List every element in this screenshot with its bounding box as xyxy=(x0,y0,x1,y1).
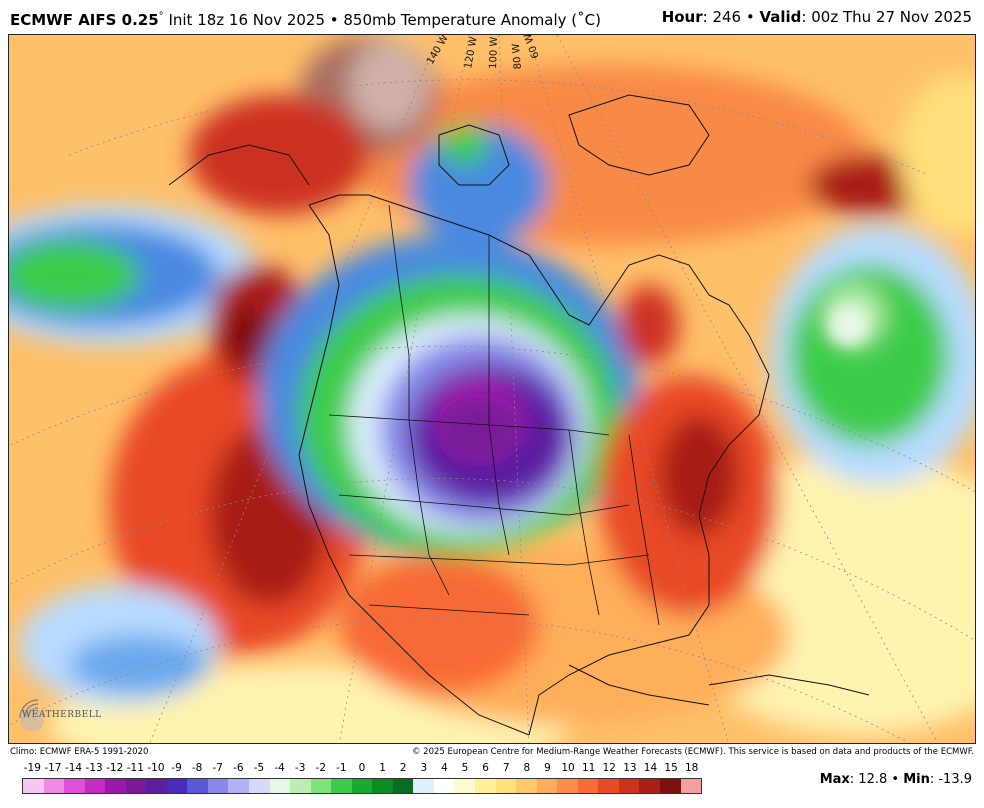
scale-swatch xyxy=(618,779,640,793)
scale-swatch xyxy=(433,779,455,793)
scale-labels: -19 -17 -14 -13 -12 -11 -10 -9 -8 -7 -6 -5 -4 -3 -2 -1 0… xyxy=(22,762,702,778)
scale-tick-label: -8 xyxy=(191,762,203,774)
scale-tick-label: 0 xyxy=(358,762,366,774)
scale-tick-label: -1 xyxy=(336,762,347,774)
borders xyxy=(328,204,660,626)
valid-value: : 00z Thu 27 Nov 2025 xyxy=(801,8,972,26)
scale-tick-label: 10 xyxy=(561,762,575,774)
scale-tick-label: -19 xyxy=(23,762,41,774)
scale-tick-label: 14 xyxy=(643,762,658,774)
scale-swatch xyxy=(598,779,619,793)
max-min-stats: Max: 12.8 • Min: -13.9 xyxy=(820,772,972,787)
scale-tick-label: 2 xyxy=(399,762,407,774)
scale-bar xyxy=(22,778,702,794)
scale-swatch xyxy=(249,779,270,793)
scale-tick-label: -9 xyxy=(171,762,182,774)
header-title: ECMWF AIFS 0.25° Init 18z 16 Nov 2025 • … xyxy=(10,0,601,37)
scale-tick-label: 18 xyxy=(685,762,699,774)
max-value: : 12.8 • xyxy=(849,772,904,787)
scale-tick-label: -7 xyxy=(212,762,223,774)
scale-tick-label: 7 xyxy=(502,762,510,774)
scale-swatch xyxy=(331,779,352,793)
scale-swatch xyxy=(351,779,373,793)
scale-swatch xyxy=(577,779,599,793)
scale-tick-label: -13 xyxy=(85,762,103,774)
scale-swatch xyxy=(269,779,291,793)
init-info: Init 18z 16 Nov 2025 • 850mb Temperature… xyxy=(163,11,601,29)
graticule xyxy=(9,35,975,743)
scale-swatch xyxy=(372,779,393,793)
scale-tick-label: -12 xyxy=(106,762,124,774)
scale-tick-label: 13 xyxy=(623,762,637,774)
anomaly-map: 140 W 120 W 100 W 80 W 60 W xyxy=(8,34,976,744)
scale-swatch xyxy=(290,779,311,793)
scale-tick-label: -11 xyxy=(126,762,144,774)
scale-swatch xyxy=(105,779,126,793)
scale-tick-label: 4 xyxy=(441,762,448,774)
scale-swatch xyxy=(392,779,414,793)
scale-tick-label: 11 xyxy=(581,762,596,774)
scale-swatch xyxy=(516,779,537,793)
scale-swatch xyxy=(125,779,147,793)
scale-swatch xyxy=(557,779,578,793)
scale-swatch xyxy=(659,779,681,793)
scale-tick-label: -5 xyxy=(253,762,265,774)
min-label: Min xyxy=(903,772,930,787)
scale-tick-label: -3 xyxy=(294,762,306,774)
coastlines xyxy=(168,94,870,736)
scale-swatch xyxy=(187,779,208,793)
scale-swatch xyxy=(23,779,44,793)
degree-sign: ° xyxy=(158,11,164,22)
scale-tick-label: 12 xyxy=(602,762,616,774)
hour-label: Hour xyxy=(661,8,703,26)
scale-tick-label: -10 xyxy=(147,762,165,774)
scale-swatch xyxy=(475,779,496,793)
logo-text: WEATHERBELL xyxy=(22,710,102,720)
scale-tick-label: 1 xyxy=(379,762,386,774)
scale-swatch xyxy=(536,779,558,793)
scale-tick-label: 15 xyxy=(664,762,678,774)
scale-swatch xyxy=(310,779,332,793)
scale-swatch xyxy=(84,779,106,793)
scale-tick-label: -6 xyxy=(233,762,244,774)
scale-swatch xyxy=(146,779,167,793)
map-canvas: 140 W 120 W 100 W 80 W 60 W xyxy=(9,35,975,743)
meridian-label-80w: 80 W xyxy=(511,43,524,70)
map-header: ECMWF AIFS 0.25° Init 18z 16 Nov 2025 • … xyxy=(0,0,984,34)
header-valid-info: Hour: 246 • Valid: 00z Thu 27 Nov 2025 xyxy=(662,0,972,34)
scale-swatch xyxy=(43,779,65,793)
scale-swatch xyxy=(166,779,188,793)
model-name: ECMWF AIFS 0.25 xyxy=(10,11,159,29)
scale-swatch xyxy=(454,779,476,793)
scale-tick-label: 8 xyxy=(523,762,531,774)
scale-swatch xyxy=(680,779,702,793)
weatherbell-logo-icon xyxy=(19,699,44,732)
scale-tick-label: 3 xyxy=(420,762,428,774)
meridian-label-100w: 100 W xyxy=(488,36,500,69)
scale-tick-label: -14 xyxy=(64,762,83,774)
scale-swatch xyxy=(495,779,517,793)
scale-tick-label: -2 xyxy=(315,762,327,774)
scale-tick-label: -17 xyxy=(44,762,62,774)
max-label: Max xyxy=(819,772,850,787)
scale-tick-label: 9 xyxy=(544,762,551,774)
min-value: : -13.9 xyxy=(929,772,972,787)
climo-credit: Climo: ECMWF ERA-5 1991-2020 xyxy=(10,747,149,757)
scale-swatch xyxy=(413,779,434,793)
credits-line: Climo: ECMWF ERA-5 1991-2020 © 2025 Euro… xyxy=(8,745,976,759)
scale-swatch xyxy=(228,779,250,793)
scale-swatch xyxy=(64,779,85,793)
color-scale: -19 -17 -14 -13 -12 -11 -10 -9 -8 -7 -6 -5 -4 -3 -2 -1 0… xyxy=(22,762,702,802)
scale-tick-label: -4 xyxy=(274,762,285,774)
scale-swatch xyxy=(207,779,229,793)
scale-tick-label: 5 xyxy=(461,762,469,774)
scale-swatch xyxy=(639,779,660,793)
copyright-credit: © 2025 European Centre for Medium-Range … xyxy=(411,747,974,757)
scale-tick-label: 6 xyxy=(482,762,489,774)
hour-value: : 246 • xyxy=(702,8,760,26)
valid-label: Valid xyxy=(759,8,802,26)
